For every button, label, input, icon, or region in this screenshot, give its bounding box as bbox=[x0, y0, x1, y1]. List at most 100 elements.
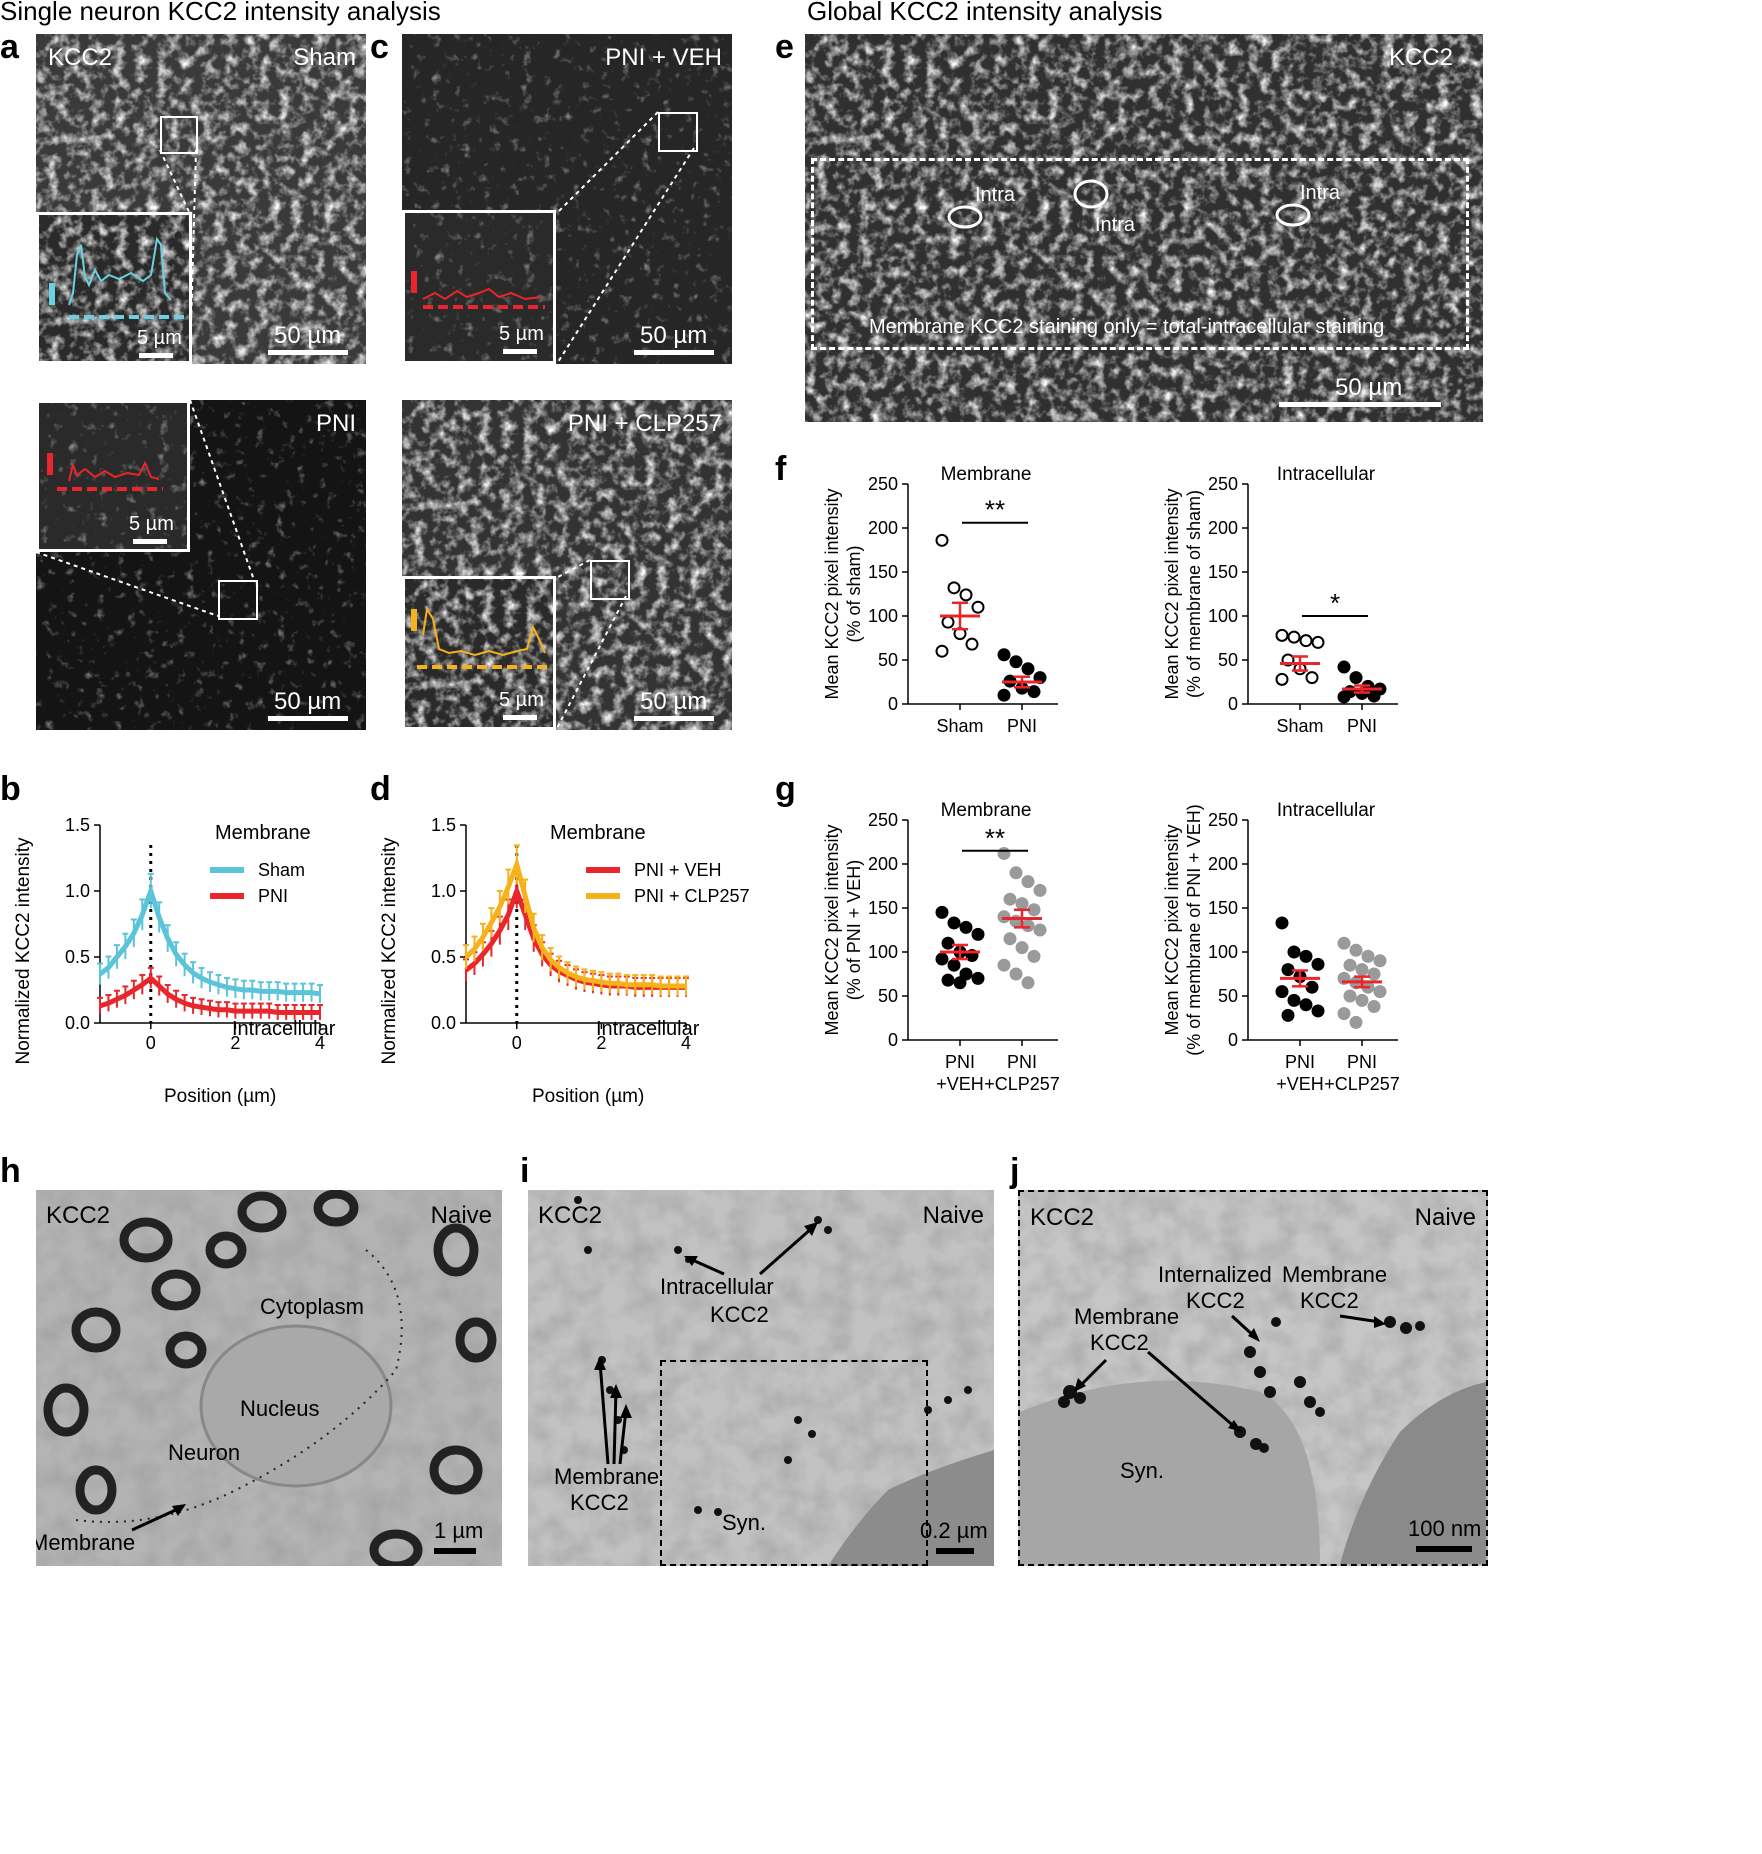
data-point bbox=[1337, 690, 1351, 704]
em-label-kcc2: KCC2 bbox=[710, 1302, 769, 1327]
data-point bbox=[1009, 866, 1023, 880]
inset-scale-label: 5 µm bbox=[499, 689, 544, 711]
chart-title: Membrane bbox=[941, 464, 1032, 485]
data-point bbox=[959, 588, 973, 602]
chart-ylabel-unit: (% of sham) bbox=[844, 545, 864, 642]
em-label-kcc2: KCC2 bbox=[570, 1490, 629, 1515]
data-point bbox=[1305, 671, 1319, 685]
panel-letter-b: b bbox=[0, 770, 21, 808]
y-tick-label: 250 bbox=[1208, 810, 1238, 830]
data-point bbox=[1027, 685, 1041, 699]
y-tick-label: 100 bbox=[1208, 606, 1238, 626]
y-tick-label: 200 bbox=[1208, 854, 1238, 874]
scale-label: 50 µm bbox=[274, 688, 342, 715]
y-tick-label: 0.5 bbox=[65, 947, 90, 967]
data-point bbox=[941, 615, 955, 629]
stain-label: KCC2 bbox=[538, 1202, 603, 1229]
chart-f-left: 0 50 100 150 200 250 Membrane Mean KCC2 pixel i… bbox=[808, 460, 1108, 750]
micrograph-c-veh: PNI + VEH 5 µm 50 µm bbox=[402, 34, 732, 364]
em-label-membrane: Membrane bbox=[554, 1464, 660, 1489]
data-point bbox=[1021, 976, 1035, 990]
chart-xlabel: Position (µm) bbox=[532, 1086, 645, 1107]
x-tick-label: Sham bbox=[936, 716, 983, 736]
scale-label: 50 µm bbox=[274, 322, 342, 349]
x-tick-label: +CLP257 bbox=[984, 1074, 1060, 1094]
em-label-membrane: Membrane bbox=[1074, 1304, 1180, 1329]
chart-ylabel: Mean KCC2 pixel intensity bbox=[822, 824, 842, 1035]
y-tick-label: 150 bbox=[1208, 562, 1238, 582]
em-label-intracellular: Intracellular bbox=[660, 1274, 774, 1299]
condition-label: PNI + CLP257 bbox=[567, 410, 722, 437]
data-point bbox=[1311, 635, 1325, 649]
x-tick-label: PNI bbox=[1347, 716, 1377, 736]
chart-d: 0.0 0.5 1.0 1.5 0 2 4 Membrane Intracellular P… bbox=[366, 800, 766, 1130]
x-tick-label: PNI bbox=[1007, 716, 1037, 736]
data-point bbox=[1275, 916, 1289, 930]
panel-letter-i: i bbox=[520, 1152, 530, 1190]
data-point bbox=[997, 910, 1011, 924]
roi-dashed-box bbox=[811, 158, 1469, 350]
data-point bbox=[1305, 980, 1319, 994]
em-label-nucleus: Nucleus bbox=[240, 1396, 320, 1421]
intra-label: Intra bbox=[975, 184, 1016, 206]
data-point bbox=[1009, 655, 1023, 669]
data-point bbox=[1015, 897, 1029, 911]
condition-label: Naive bbox=[922, 1202, 984, 1229]
chart-ylabel: Normalized KCC2 intensity bbox=[379, 837, 400, 1065]
em-label-kcc2: KCC2 bbox=[1186, 1288, 1245, 1313]
data-point bbox=[1349, 1015, 1363, 1029]
section-title-global: Global KCC2 intensity analysis bbox=[807, 0, 1163, 26]
scale-bar bbox=[1279, 402, 1441, 407]
y-tick-label: 100 bbox=[1208, 942, 1238, 962]
panel-letter-g: g bbox=[775, 770, 796, 808]
data-point bbox=[1003, 932, 1017, 946]
data-point bbox=[1003, 892, 1017, 906]
data-point bbox=[935, 644, 949, 658]
em-label-membrane: Membrane bbox=[36, 1530, 136, 1555]
data-point bbox=[1311, 957, 1325, 971]
intra-label: Intra bbox=[1095, 214, 1136, 236]
data-point bbox=[947, 581, 961, 595]
chart-top-note: Membrane bbox=[215, 822, 311, 844]
stain-label: KCC2 bbox=[48, 44, 113, 71]
scale-bar bbox=[268, 350, 348, 355]
data-point bbox=[1281, 963, 1295, 977]
x-tick-label: +VEH bbox=[1276, 1074, 1324, 1094]
x-tick-label: PNI bbox=[1285, 1052, 1315, 1072]
data-point bbox=[1343, 989, 1357, 1003]
em-label-syn: Syn. bbox=[722, 1510, 767, 1535]
data-point bbox=[1337, 1007, 1351, 1021]
data-point bbox=[971, 927, 985, 941]
chart-f-right: 0 50 100 150 200 250 Intracellular Mean KCC2 pi… bbox=[1148, 460, 1448, 750]
section-title-single-neuron: Single neuron KCC2 intensity analysis bbox=[0, 0, 441, 26]
em-label-internalized: Internalized bbox=[1158, 1262, 1272, 1287]
x-tick-label: +VEH bbox=[936, 1074, 984, 1094]
panel-letter-d: d bbox=[370, 770, 391, 808]
x-tick-label: 2 bbox=[596, 1033, 606, 1053]
series-line-1 bbox=[464, 856, 686, 989]
condition-label: Sham bbox=[293, 44, 356, 71]
data-point bbox=[1021, 875, 1035, 889]
y-tick-label: 0.0 bbox=[65, 1013, 90, 1033]
data-point bbox=[1287, 945, 1301, 959]
data-point bbox=[1311, 1004, 1325, 1018]
data-point bbox=[1373, 985, 1387, 999]
scale-label: 1 µm bbox=[434, 1518, 484, 1543]
data-point bbox=[1027, 903, 1041, 917]
em-label-kcc2: KCC2 bbox=[1300, 1288, 1359, 1313]
chart-ylabel-unit: (% of membrane of PNI + VEH) bbox=[1184, 804, 1204, 1056]
data-point bbox=[997, 958, 1011, 972]
y-tick-label: 50 bbox=[1218, 650, 1238, 670]
data-point bbox=[1355, 993, 1369, 1007]
data-point bbox=[1367, 689, 1381, 703]
data-point bbox=[1275, 628, 1289, 642]
chart-top-note: Membrane bbox=[550, 822, 646, 844]
data-point bbox=[1033, 883, 1047, 897]
data-point bbox=[959, 967, 973, 981]
x-tick-label: PNI bbox=[1347, 1052, 1377, 1072]
data-point bbox=[935, 533, 949, 547]
x-tick-label: 2 bbox=[230, 1033, 240, 1053]
series-line-1 bbox=[99, 974, 320, 1015]
y-tick-label: 50 bbox=[878, 986, 898, 1006]
inset-sham: 5 µm bbox=[36, 212, 192, 364]
